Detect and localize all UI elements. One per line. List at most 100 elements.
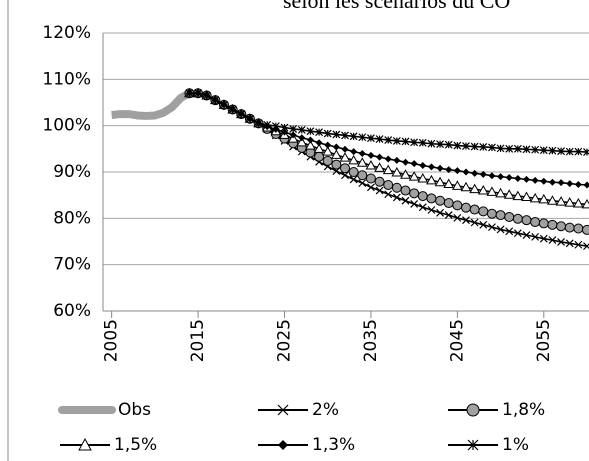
legend-item: 1,8%	[448, 400, 545, 420]
marker	[306, 136, 314, 144]
marker	[367, 183, 375, 192]
marker	[289, 131, 297, 139]
marker	[478, 206, 489, 217]
marker	[462, 168, 470, 176]
legend-label: 1,3%	[312, 435, 355, 455]
marker	[514, 174, 522, 182]
marker	[246, 114, 254, 123]
y-tick-label: 90%	[53, 162, 91, 182]
marker	[410, 160, 418, 168]
marker	[339, 152, 351, 162]
marker	[504, 211, 515, 222]
marker	[185, 89, 194, 98]
marker	[314, 151, 325, 162]
marker	[391, 182, 402, 193]
y-tick-label: 70%	[53, 255, 91, 275]
marker	[505, 144, 514, 153]
marker	[547, 195, 558, 205]
marker	[277, 404, 289, 416]
marker	[374, 176, 385, 187]
marker	[365, 159, 377, 170]
x-tick-label: 2005	[102, 319, 122, 362]
marker	[513, 229, 522, 238]
marker	[401, 196, 410, 205]
marker	[358, 179, 367, 188]
marker	[384, 136, 393, 144]
marker	[505, 227, 514, 236]
marker	[357, 170, 368, 181]
legend-label: 1,5%	[114, 435, 157, 455]
marker	[574, 147, 583, 156]
legend-label: 2%	[312, 400, 339, 420]
marker	[521, 215, 532, 226]
marker	[573, 197, 584, 208]
marker	[496, 225, 505, 234]
marker	[521, 191, 532, 202]
marker	[469, 204, 480, 215]
marker	[479, 220, 488, 229]
marker	[426, 174, 437, 185]
marker	[297, 125, 306, 134]
marker	[367, 151, 375, 159]
marker	[582, 224, 589, 235]
marker	[400, 169, 411, 179]
series-line	[111, 89, 192, 120]
marker	[479, 143, 488, 151]
marker	[313, 143, 325, 153]
marker	[392, 193, 401, 202]
marker	[486, 186, 498, 196]
marker	[393, 156, 401, 164]
chart-title: selon les scénarios du CO	[283, 0, 510, 13]
marker	[529, 192, 541, 203]
marker	[278, 440, 288, 450]
marker	[495, 210, 506, 221]
marker	[298, 134, 306, 142]
marker	[263, 120, 272, 129]
marker	[548, 236, 557, 245]
marker	[462, 142, 470, 150]
marker	[452, 200, 463, 211]
marker	[349, 132, 358, 141]
marker	[574, 240, 583, 249]
marker	[460, 181, 472, 192]
marker	[462, 216, 470, 225]
marker	[202, 91, 211, 100]
marker	[522, 145, 531, 154]
marker	[488, 143, 496, 152]
marker	[324, 141, 332, 149]
marker	[349, 175, 358, 184]
marker	[444, 211, 453, 220]
marker	[384, 155, 392, 163]
marker	[341, 171, 349, 180]
marker	[427, 163, 435, 171]
marker	[557, 238, 565, 246]
marker	[540, 177, 548, 185]
marker	[461, 202, 471, 213]
marker	[392, 137, 401, 145]
marker	[402, 158, 409, 166]
marker	[565, 239, 574, 248]
x-tick-label: 2055	[534, 319, 554, 362]
marker	[376, 153, 384, 161]
marker	[356, 157, 368, 167]
marker	[331, 149, 342, 159]
marker	[305, 140, 316, 150]
marker	[427, 139, 436, 148]
marker	[512, 213, 523, 224]
legend-item: 1,3%	[258, 435, 355, 455]
marker	[194, 89, 202, 98]
marker	[417, 191, 428, 202]
marker	[417, 172, 429, 183]
marker	[488, 172, 496, 180]
marker	[471, 169, 479, 177]
marker	[564, 222, 575, 233]
marker	[443, 198, 454, 209]
marker	[436, 208, 444, 217]
marker	[445, 166, 453, 174]
marker	[271, 122, 280, 131]
marker	[211, 96, 220, 105]
marker	[444, 140, 453, 149]
marker	[408, 171, 420, 181]
marker	[505, 174, 513, 182]
